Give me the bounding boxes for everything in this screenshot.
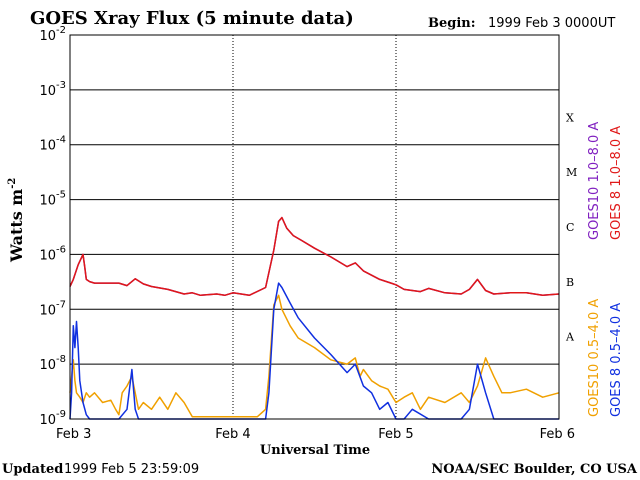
x-tick-labels: Feb 3 Feb 4 Feb 5 Feb 6 — [56, 427, 575, 442]
legend-entry: GOES10 0.5–4.0 A — [587, 299, 602, 417]
flare-class-label: X — [566, 111, 574, 124]
legend-entry: GOES 8 0.5–4.0 A — [609, 303, 624, 417]
flare-class-label: A — [565, 331, 575, 344]
x-tick-label: Feb 5 — [378, 427, 413, 442]
flare-class-label: B — [566, 276, 574, 289]
series-layer — [69, 216, 560, 420]
updated-label: Updated — [2, 462, 63, 477]
y-tick-labels: 10-9 10-8 10-7 10-6 10-5 10-4 10-3 10-2 — [39, 25, 66, 428]
y-axis-label-sup: -2 — [7, 178, 18, 189]
x-tick-label: Feb 3 — [56, 427, 91, 442]
credit-text: NOAA/SEC Boulder, CO USA — [431, 462, 638, 477]
flare-class-label: C — [566, 221, 574, 234]
series-line-goes-8-1-0-8-0-a — [69, 216, 560, 297]
begin-label: Begin: — [428, 16, 476, 31]
y-tick-label: 10-7 — [39, 299, 66, 318]
y-tick-label: 10-9 — [39, 409, 66, 428]
x-tick-label: Feb 4 — [215, 427, 250, 442]
series-line-goes10-0-5-4-0-a — [69, 294, 560, 418]
flare-class-label: M — [566, 166, 577, 179]
y-tick-label: 10-2 — [39, 25, 66, 44]
legend: GOES 8 0.5–4.0 A GOES10 0.5–4.0 A GOES 8 1… — [587, 122, 624, 417]
y-tick-label: 10-8 — [39, 354, 66, 373]
updated-value: 1999 Feb 5 23:59:09 — [64, 462, 199, 477]
flare-class-labels: A B C M X — [565, 111, 577, 343]
y-tick-label: 10-5 — [39, 190, 66, 209]
begin-value: 1999 Feb 3 0000UT — [488, 16, 615, 31]
legend-entry: GOES10 1.0–8.0 A — [587, 122, 602, 240]
x-axis-label: Universal Time — [260, 443, 370, 458]
x-tick-label: Feb 6 — [540, 427, 575, 442]
y-tick-label: 10-6 — [39, 244, 66, 263]
plot-frame — [69, 34, 560, 420]
legend-entry: GOES 8 1.0–8.0 A — [609, 126, 624, 240]
y-tick-label: 10-4 — [39, 135, 66, 154]
y-tick-label: 10-3 — [39, 80, 66, 99]
grid — [70, 34, 559, 420]
series-line-goes-8-0-5-4-0-a — [69, 282, 559, 420]
y-axis-label: Watts m-2 — [7, 178, 26, 263]
chart-title: GOES Xray Flux (5 minute data) — [30, 8, 354, 29]
y-axis-label-text: Watts m — [7, 189, 26, 263]
